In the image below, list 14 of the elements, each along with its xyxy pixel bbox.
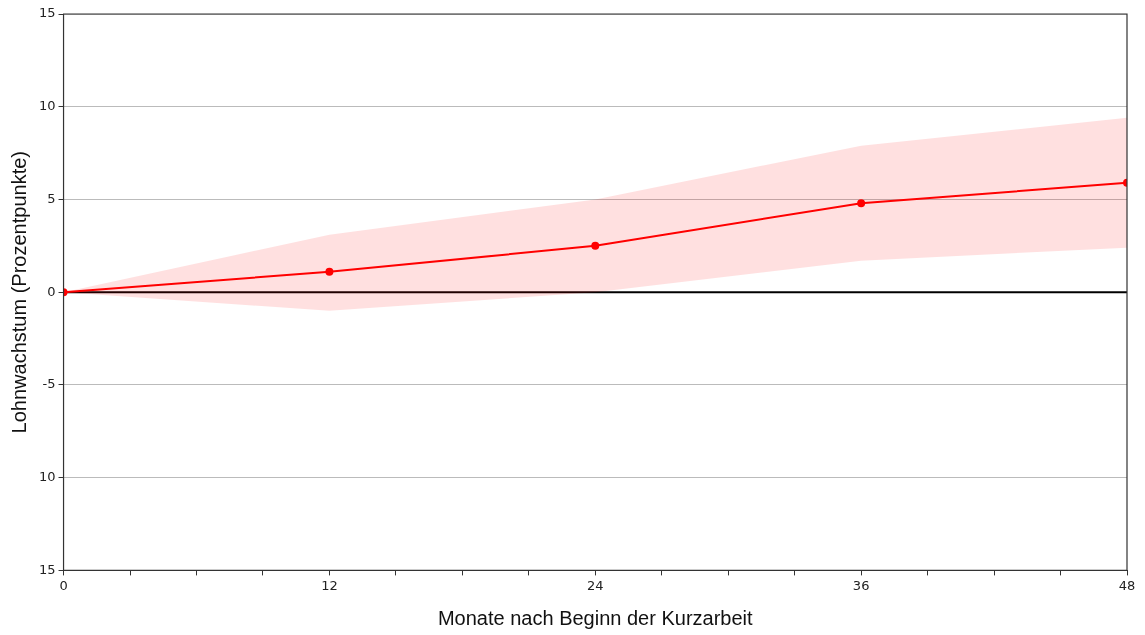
x-tick-label: 36 bbox=[852, 577, 870, 593]
y-tick-label: -5 bbox=[42, 376, 56, 392]
y-tick-label: 10 bbox=[39, 98, 56, 114]
x-tick-label: 48 bbox=[1118, 577, 1136, 593]
x-tick-label: 12 bbox=[321, 577, 338, 593]
x-tick-label: 0 bbox=[59, 577, 68, 593]
y-axis-title: Lohnwachstum (Prozentpunkte) bbox=[7, 151, 30, 434]
y-tick-label: 15 bbox=[39, 5, 56, 21]
y-tick-label: 0 bbox=[47, 283, 56, 299]
y-tick-label: 10 bbox=[39, 469, 56, 485]
y-tick-label: 15 bbox=[39, 561, 56, 577]
y-tick-label: 5 bbox=[47, 190, 56, 206]
x-axis-title: Monate nach Beginn der Kurzarbeit bbox=[437, 606, 754, 629]
x-tick-label: 24 bbox=[587, 577, 604, 593]
